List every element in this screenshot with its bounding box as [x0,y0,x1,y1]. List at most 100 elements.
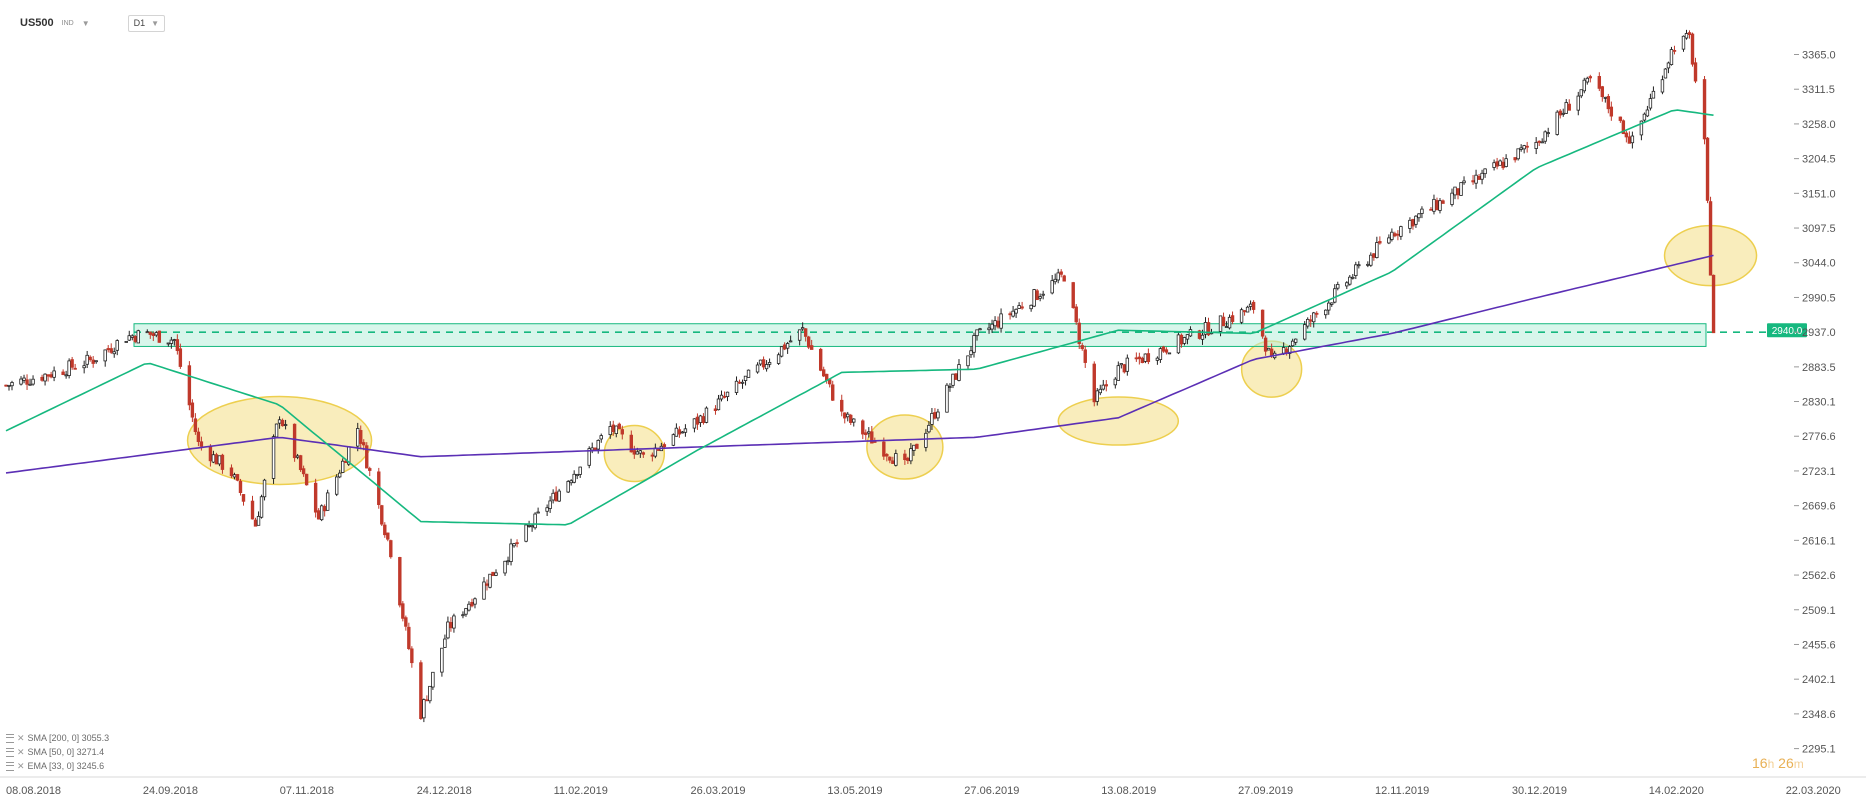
candle-body [1185,334,1190,340]
y-tick-label: 2830.1 [1802,397,1836,409]
candle-body [1687,32,1692,36]
candle-body [1059,271,1063,275]
candle-body [229,467,234,477]
indicator-settings-icon[interactable] [6,761,14,771]
candle-body [704,407,709,423]
indicator-settings-icon[interactable] [6,747,14,757]
candle-body [440,647,444,673]
candle-body [990,323,994,330]
candle-body [1245,306,1250,313]
candle-body [145,331,149,334]
candle-body [1032,289,1036,307]
candle-body [295,455,300,458]
candle-body [494,572,498,576]
candle-body [1200,334,1205,340]
candle-body [1203,322,1208,335]
indicator-settings-icon[interactable] [6,733,14,743]
candle-body [1038,296,1042,299]
candle-body [861,420,865,435]
candle-body [1477,175,1481,180]
candle-body [1218,315,1223,332]
candle-body [31,378,35,385]
close-icon[interactable]: ✕ [17,761,25,771]
candle-body [386,532,390,540]
candle-body [1399,226,1403,237]
candle-body [797,329,802,341]
candle-body [422,699,426,719]
timeframe-select[interactable]: D1 ▼ [127,14,166,32]
candle-body [1474,174,1478,184]
candle-body [1438,200,1442,211]
candle-body [1471,180,1475,183]
indicator-legend: ✕ SMA [200, 0] 3055.3 ✕ SMA [50, 0] 3271… [6,731,109,773]
candle-body [551,492,555,501]
candle-body [993,320,997,327]
candle-body [1179,334,1184,345]
candle-body [515,542,519,545]
candle-body [1483,168,1487,175]
highlight-layer [186,224,1758,486]
candle-body [250,500,255,520]
candle-body [1408,219,1412,229]
candle-body [133,336,137,342]
symbol-label[interactable]: US500 [20,17,54,29]
candle-body [755,364,760,373]
indicator-label: EMA [33, 0] 3245.6 [27,761,105,771]
candle-body [67,360,71,376]
candle-body [785,343,790,349]
candle-body [1609,106,1614,117]
candle-body [1113,378,1118,386]
x-tick-label: 27.06.2019 [964,785,1019,797]
candle-body [49,374,53,378]
close-icon[interactable]: ✕ [17,747,25,757]
candle-body [22,377,26,381]
countdown-hours-unit: h [1767,757,1775,771]
candle-body [199,441,204,447]
candle-body [1251,301,1256,310]
candle-body [425,699,429,702]
candle-body [1537,140,1541,143]
candle-body [1534,141,1538,149]
candle-body [1480,172,1484,180]
symbol-type-label: IND [61,19,74,27]
candle-body [924,432,928,448]
candle-body [241,494,246,502]
candle-body [1161,346,1166,352]
candle-body [473,598,477,605]
candle-body [945,384,949,413]
close-icon[interactable]: ✕ [17,733,25,743]
candle-body [1519,147,1523,150]
candle-body [803,328,808,337]
candle-body [1681,35,1686,50]
candle-body [809,345,814,350]
candle-body [470,601,474,607]
candle-body [1432,198,1436,212]
candle-body [527,525,531,527]
x-tick-label: 22.03.2020 [1786,785,1841,797]
candle-body [172,339,177,341]
candle-body [217,455,222,465]
candle-body [485,583,489,586]
candle-body [19,378,23,385]
candle-body [271,436,276,479]
candle-body [506,560,510,563]
candle-body [431,671,435,688]
candle-body [1672,49,1677,52]
candle-body [533,513,537,529]
candle-body [1645,109,1650,117]
candle-body [1558,110,1562,116]
candle-body [575,474,579,477]
candle-body [1513,157,1517,161]
chevron-down-icon[interactable]: ▼ [81,18,90,28]
candle-body [64,374,68,377]
candle-body [713,408,718,412]
candle-body [503,560,507,574]
candle-body [301,468,306,475]
candle-body [298,455,303,471]
candle-body [737,381,742,384]
x-tick-label: 07.11.2018 [280,785,334,797]
candle-body [891,460,895,464]
candle-body [398,557,402,606]
